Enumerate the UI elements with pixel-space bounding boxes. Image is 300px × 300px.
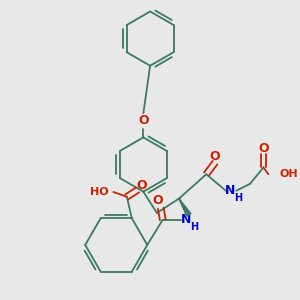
- Text: O: O: [138, 114, 149, 128]
- Text: N: N: [225, 184, 236, 197]
- Text: O: O: [153, 194, 163, 207]
- Text: HO: HO: [91, 187, 109, 197]
- Text: O: O: [258, 142, 269, 154]
- Text: O: O: [136, 178, 147, 192]
- Text: H: H: [190, 221, 198, 232]
- Text: N: N: [181, 213, 191, 226]
- Text: H: H: [234, 194, 242, 203]
- Text: O: O: [210, 150, 220, 163]
- Polygon shape: [179, 198, 191, 216]
- Text: OH: OH: [280, 169, 298, 179]
